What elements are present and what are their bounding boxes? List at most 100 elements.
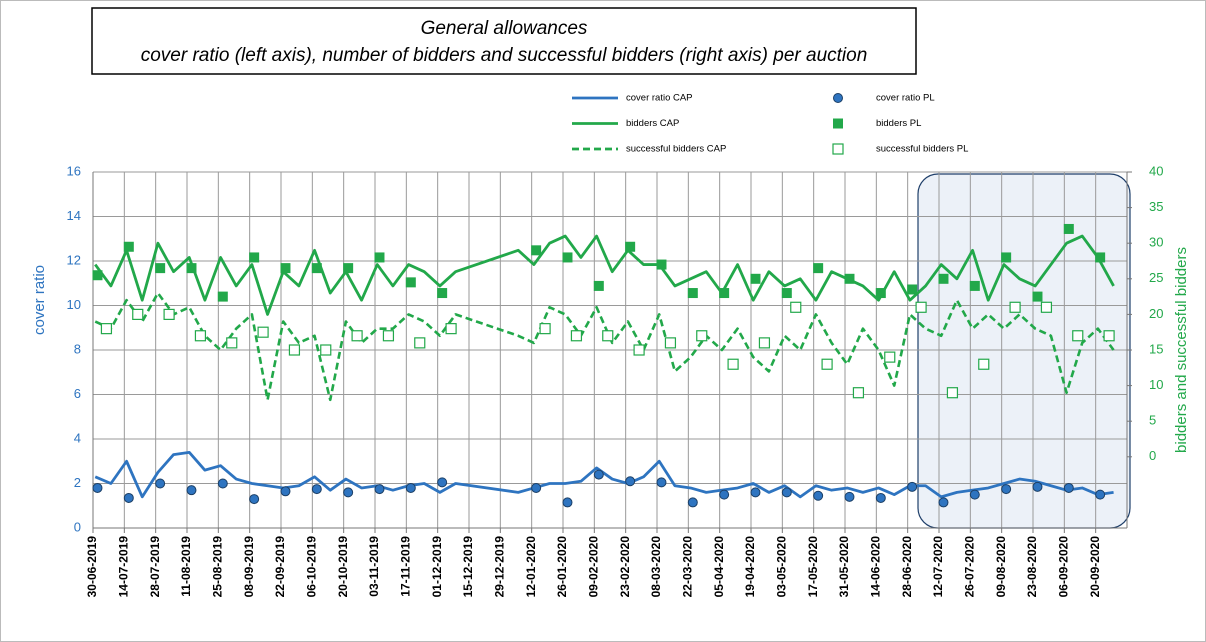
point — [875, 288, 886, 299]
point — [226, 337, 238, 349]
point — [1009, 301, 1021, 313]
point — [531, 245, 542, 256]
point — [1072, 330, 1084, 342]
chart-title: General allowances — [421, 18, 588, 39]
legend-label: cover ratio CAP — [626, 93, 693, 104]
x-tick-label: 31-05-2020 — [837, 536, 851, 598]
y2-axis-label: bidders and successful bidders — [1173, 247, 1190, 453]
point — [186, 485, 197, 496]
point — [351, 330, 363, 342]
y-tick-label: 4 — [74, 430, 81, 445]
x-tick-label: 01-12-2019 — [430, 536, 444, 598]
point — [280, 486, 291, 497]
x-tick-label: 28-07-2019 — [148, 536, 162, 598]
point — [280, 263, 291, 274]
point — [844, 273, 855, 284]
point — [1063, 482, 1074, 493]
point — [1001, 252, 1012, 263]
point — [382, 330, 395, 342]
point — [194, 330, 207, 342]
point — [405, 482, 416, 493]
x-tick-label: 29-12-2019 — [493, 536, 507, 598]
point — [750, 487, 761, 498]
point — [1001, 484, 1012, 495]
y-axis-label: cover ratio — [31, 265, 48, 335]
legend-label: cover ratio PL — [876, 93, 935, 104]
point — [1032, 481, 1043, 492]
x-tick-label: 20-09-2020 — [1088, 536, 1102, 598]
x-tick-label: 23-08-2020 — [1025, 536, 1039, 598]
x-tick-label: 09-02-2020 — [587, 536, 601, 598]
x-tick-label: 06-09-2020 — [1057, 536, 1071, 598]
legend-label: successful bidders PL — [876, 144, 968, 155]
point — [907, 284, 918, 295]
point — [100, 323, 113, 335]
x-tick-label: 12-07-2020 — [931, 536, 945, 598]
point — [320, 344, 332, 356]
legend-label: bidders PL — [876, 118, 921, 129]
point — [852, 387, 865, 399]
legend-label: bidders CAP — [626, 118, 679, 129]
point — [1040, 301, 1053, 313]
x-tick-label: 23-02-2020 — [618, 536, 632, 598]
point — [664, 337, 677, 349]
point — [821, 358, 833, 370]
point — [656, 259, 667, 270]
point — [687, 288, 698, 299]
point — [217, 291, 228, 302]
x-tick-label: 22-09-2019 — [273, 536, 287, 598]
point — [969, 280, 980, 291]
point — [562, 252, 573, 263]
x-tick-label: 03-05-2020 — [775, 536, 789, 598]
y-tick-label: 6 — [74, 386, 81, 401]
x-tick-label: 19-04-2020 — [743, 536, 757, 598]
y2-tick-label: 0 — [1149, 448, 1156, 463]
point — [414, 337, 426, 349]
point — [1095, 252, 1106, 263]
y2-tick-label: 35 — [1149, 199, 1163, 214]
legend-swatch — [833, 93, 843, 103]
point — [687, 497, 698, 508]
point — [1063, 223, 1074, 234]
y2-tick-label: 5 — [1149, 413, 1156, 428]
point — [570, 330, 583, 342]
point — [938, 497, 949, 508]
x-tick-label: 20-10-2019 — [336, 536, 350, 598]
point — [593, 280, 604, 291]
chart-subtitle: cover ratio (left axis), number of bidde… — [141, 45, 868, 66]
x-tick-label: 05-04-2020 — [712, 536, 726, 598]
point — [288, 344, 301, 356]
point — [1095, 489, 1106, 500]
point — [163, 308, 175, 320]
point — [374, 252, 385, 263]
x-tick-label: 09-08-2020 — [994, 536, 1008, 598]
legend-swatch — [833, 118, 843, 129]
point — [978, 358, 990, 370]
x-tick-label: 14-06-2020 — [869, 536, 883, 598]
point — [781, 288, 792, 299]
x-tick-label: 22-03-2020 — [681, 536, 695, 598]
point — [625, 241, 636, 252]
x-tick-label: 03-11-2019 — [367, 536, 381, 597]
point — [343, 487, 354, 498]
point — [696, 330, 708, 342]
point — [844, 491, 855, 502]
y-tick-label: 10 — [67, 297, 81, 312]
y2-tick-label: 30 — [1149, 235, 1163, 250]
title-box — [91, 7, 917, 75]
point — [186, 263, 197, 274]
point — [155, 263, 166, 274]
point — [915, 301, 927, 313]
point — [602, 330, 614, 342]
point — [781, 487, 792, 498]
y-tick-label: 14 — [67, 208, 81, 223]
point — [405, 277, 416, 288]
y-tick-label: 0 — [74, 519, 81, 534]
point — [938, 273, 949, 284]
point — [1032, 291, 1043, 302]
point — [445, 323, 457, 335]
point — [969, 489, 980, 500]
point — [531, 482, 542, 493]
point — [437, 288, 448, 299]
